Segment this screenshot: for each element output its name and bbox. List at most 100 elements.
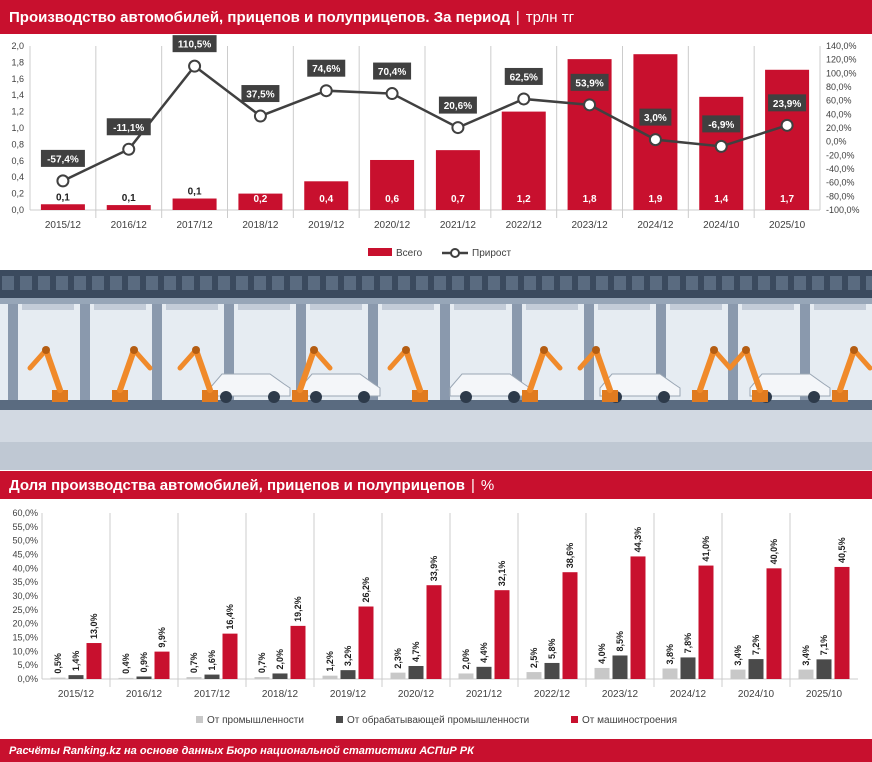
bar-data-label: 8,5%	[615, 631, 625, 652]
legend-swatch-total	[368, 248, 392, 256]
growth-data-label: 62,5%	[510, 72, 538, 83]
factory-column	[728, 304, 738, 400]
bar-machinebuilding	[86, 643, 102, 679]
y-tick-label: 0,0%	[17, 674, 38, 684]
factory-robot-arm	[727, 346, 768, 402]
factory-roof-panel	[848, 276, 860, 290]
bar-data-label: 0,1	[188, 187, 202, 198]
x-tick-label: 2016/12	[111, 220, 148, 231]
left-tick-label: 0,2	[11, 189, 24, 199]
x-tick-label: 2019/12	[330, 689, 367, 700]
growth-line	[62, 64, 788, 183]
right-tick-label: -80,0%	[826, 191, 855, 201]
bar-data-label: 4,7%	[411, 641, 421, 662]
x-tick-label: 2018/12	[262, 689, 299, 700]
growth-label-box	[570, 73, 609, 91]
source-note: Расчёты Ranking.kz на основе данных Бюро…	[9, 744, 474, 757]
x-tick-label: 2020/12	[374, 220, 411, 231]
bar-data-label: 16,4%	[225, 604, 235, 630]
factory-beam	[742, 304, 794, 310]
bar-machinebuilding	[154, 651, 170, 679]
left-tick-label: 1,6	[11, 74, 24, 84]
left-tick-label: 1,0	[11, 123, 24, 133]
bar-manufacturing	[272, 673, 288, 679]
y-tick-label: 5,0%	[17, 660, 38, 670]
right-tick-label: 20,0%	[826, 123, 852, 133]
bar-industry	[322, 675, 338, 679]
growth-data-label: 20,6%	[444, 101, 472, 112]
x-tick-label: 2021/12	[466, 689, 503, 700]
growth-point	[56, 174, 70, 188]
right-tick-label: -60,0%	[826, 178, 855, 188]
factory-beam	[22, 304, 74, 310]
growth-label-box	[768, 94, 807, 112]
left-tick-label: 0,0	[11, 205, 24, 215]
factory-roof-panel	[794, 276, 806, 290]
factory-roof-panel	[614, 276, 626, 290]
factory-roof-panel	[254, 276, 266, 290]
growth-point	[780, 118, 794, 132]
bar-industry	[798, 669, 814, 679]
y-tick-label: 35,0%	[12, 577, 38, 587]
bar-data-label: 0,7%	[257, 653, 267, 674]
y-tick-label: 40,0%	[12, 563, 38, 573]
bar-machinebuilding	[494, 590, 510, 679]
factory-roof-panel	[236, 276, 248, 290]
factory-beam	[94, 304, 146, 310]
x-tick-label: 2019/12	[308, 220, 345, 231]
right-tick-label: -100,0%	[826, 205, 860, 215]
bar-data-label: 40,0%	[769, 539, 779, 565]
growth-label-box	[702, 115, 741, 133]
bar-data-label: 1,7	[780, 194, 794, 205]
bar-data-label: 1,2%	[325, 651, 335, 672]
source-footer: Расчёты Ranking.kz на основе данных Бюро…	[0, 739, 872, 762]
x-tick-label: 2023/12	[572, 220, 609, 231]
bar-total	[238, 193, 283, 210]
bar-data-label: 2,3%	[393, 648, 403, 669]
factory-roof-panel	[380, 276, 392, 290]
factory-robot-arm	[27, 346, 68, 402]
x-tick-label: 2024/12	[670, 689, 707, 700]
bar-data-label: 1,9	[648, 194, 662, 205]
right-tick-label: 140,0%	[826, 41, 857, 51]
bar-data-label: 3,4%	[733, 645, 743, 666]
bar-machinebuilding	[834, 566, 850, 679]
factory-beam	[310, 304, 362, 310]
right-tick-label: 60,0%	[826, 96, 852, 106]
bar-industry	[390, 672, 406, 679]
chart1-title-bar: Производство автомобилей, прицепов и пол…	[0, 0, 872, 34]
bar-data-label: 41,0%	[701, 536, 711, 562]
chart2-title-separator: |	[470, 476, 475, 494]
x-tick-label: 2025/10	[806, 689, 843, 700]
factory-roof-panel	[362, 276, 374, 290]
bar-data-label: 19,2%	[293, 596, 303, 622]
factory-roof-panel	[128, 276, 140, 290]
right-tick-label: 40,0%	[826, 109, 852, 119]
y-tick-label: 60,0%	[12, 508, 38, 518]
factory-column	[152, 304, 162, 400]
bar-data-label: 5,8%	[547, 638, 557, 659]
bar-data-label: 0,9%	[139, 652, 149, 673]
factory-roof-panel	[722, 276, 734, 290]
growth-data-label: -11,1%	[113, 123, 144, 134]
factory-column	[656, 304, 666, 400]
bar-data-label: 32,1%	[497, 561, 507, 587]
right-tick-label: -40,0%	[826, 164, 855, 174]
bar-data-label: 1,4%	[71, 651, 81, 672]
right-tick-label: 80,0%	[826, 82, 852, 92]
factory-column	[512, 304, 522, 400]
bar-machinebuilding	[562, 572, 578, 679]
growth-point	[517, 92, 531, 106]
bar-data-label: 0,1	[56, 192, 70, 203]
factory-roof-panel	[344, 276, 356, 290]
growth-point	[253, 109, 267, 123]
factory-beam	[526, 304, 578, 310]
y-tick-label: 45,0%	[12, 550, 38, 560]
bar-manufacturing	[816, 659, 832, 679]
bar-machinebuilding	[630, 556, 646, 679]
growth-data-label: 110,5%	[178, 40, 211, 51]
growth-data-label: 70,4%	[378, 67, 406, 78]
factory-robot-arm	[832, 346, 872, 402]
left-tick-label: 2,0	[11, 41, 24, 51]
factory-roof-panel	[290, 276, 302, 290]
